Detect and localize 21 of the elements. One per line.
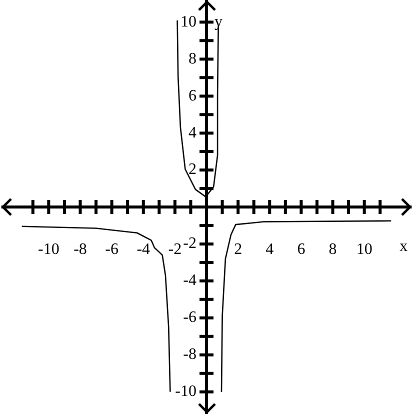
y-tick-label: 2	[188, 161, 196, 178]
x-tick-label: 8	[328, 240, 337, 258]
x-tick-label: -6	[105, 240, 118, 258]
y-tick-label: -10	[175, 383, 196, 400]
y-tick-label: -4	[183, 272, 196, 290]
y-axis-title: y	[214, 13, 222, 30]
x-axis-title: x	[400, 238, 408, 256]
x-tick-label: 6	[297, 240, 306, 258]
y-tick-label: 10	[180, 13, 196, 30]
y-tick-label: 4	[188, 124, 196, 142]
x-tick-label: 2	[234, 240, 242, 258]
x-tick-label: -2	[168, 240, 182, 258]
y-tick-label: 6	[188, 87, 196, 104]
x-tick-label: 10	[356, 240, 372, 258]
x-tick-label: -4	[136, 240, 150, 258]
y-tick-label: -8	[183, 346, 196, 364]
x-tick-label: -10	[38, 240, 60, 258]
y-tick-label: -6	[183, 309, 196, 326]
x-tick-label: -8	[74, 240, 87, 258]
x-tick-label: 4	[266, 240, 274, 258]
y-tick-label: 8	[188, 50, 196, 68]
